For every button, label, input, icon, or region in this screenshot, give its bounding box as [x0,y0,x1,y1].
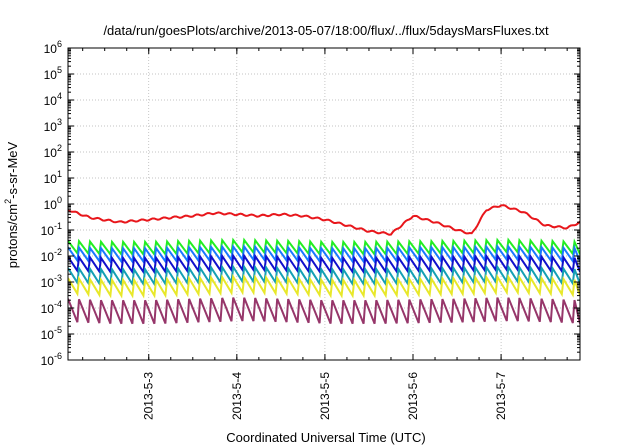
y-tick-label: 105 [44,65,62,82]
y-tick-label: 104 [44,91,62,108]
y-tick-base: 10 [41,354,55,368]
y-tick-label: 10-2 [41,247,62,264]
y-tick-label: 10-5 [41,325,62,342]
x-tick-label: 2013-5-5 [318,372,332,420]
y-tick-labels: 10-610-510-410-310-210-11001011021031041… [41,39,62,368]
gridlines [68,48,580,360]
y-axis-title-tail: -s-sr-MeV [5,141,20,198]
x-tick-label: 2013-5-3 [142,372,156,420]
series-line-6 [68,297,580,325]
series-line-2 [68,243,580,265]
y-tick-label: 103 [44,117,62,134]
tick-marks [68,47,580,361]
y-axis-title-base: protons/cm [5,204,20,268]
y-tick-exponent: 2 [57,143,62,153]
y-tick-exponent: -5 [54,325,62,335]
x-tick-labels: 2013-5-3 2013-5-4 2013-5-5 2013-5-6 2013-5-7 [142,372,508,420]
y-tick-label: 10-6 [41,351,62,368]
y-tick-base: 10 [44,146,58,160]
y-tick-label: 10-4 [41,299,62,316]
y-tick-label: 101 [44,169,62,186]
x-tick-label: 2013-5-7 [494,372,508,420]
y-tick-label: 10-3 [41,273,62,290]
y-tick-base: 10 [41,276,55,290]
y-tick-exponent: 0 [57,195,62,205]
y-tick-exponent: 4 [57,91,62,101]
y-tick-base: 10 [41,224,55,238]
y-tick-base: 10 [41,302,55,316]
y-axis-title: protons/cm2-s-sr-MeV [3,141,20,268]
y-tick-exponent: 1 [57,169,62,179]
series-layer [68,204,580,325]
chart-title: /data/run/goesPlots/archive/2013-05-07/1… [103,23,549,38]
series-line-3 [68,252,580,275]
y-tick-base: 10 [44,120,58,134]
y-tick-exponent: -2 [54,247,62,257]
y-tick-base: 10 [44,172,58,186]
y-tick-base: 10 [44,198,58,212]
y-tick-exponent: -1 [54,221,62,231]
y-tick-base: 10 [44,42,58,56]
y-tick-exponent: 3 [57,117,62,127]
series-line-5 [68,273,580,299]
x-axis-title: Coordinated Universal Time (UTC) [226,430,425,445]
y-axis-title-superscript: 2 [3,199,13,204]
y-tick-exponent: -4 [54,299,62,309]
y-tick-label: 102 [44,143,62,160]
series-line-4 [68,263,580,288]
y-tick-label: 10-1 [41,221,62,238]
y-tick-base: 10 [44,68,58,82]
x-tick-label: 2013-5-6 [406,372,420,420]
y-tick-exponent: 6 [57,39,62,49]
y-tick-base: 10 [41,328,55,342]
y-tick-base: 10 [44,94,58,108]
y-tick-base: 10 [41,250,55,264]
y-tick-exponent: -6 [54,351,62,361]
y-tick-label: 100 [44,195,62,212]
x-tick-label: 2013-5-4 [230,372,244,420]
y-tick-exponent: 5 [57,65,62,75]
y-tick-exponent: -3 [54,273,62,283]
series-line-0 [68,204,580,236]
y-tick-label: 106 [44,39,62,56]
